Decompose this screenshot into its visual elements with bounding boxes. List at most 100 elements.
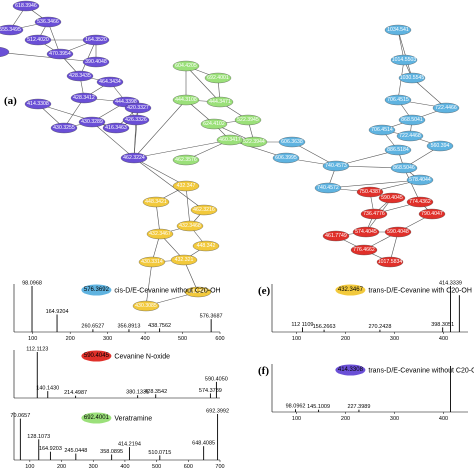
node-shape (138, 256, 166, 268)
spectrum-f: 100 200 300 400 98.0962 145.1009 227.3989 414.3… (258, 364, 474, 422)
peak-label: 145.1009 (307, 404, 330, 410)
network-node: 414.3308 (24, 98, 52, 110)
network-node: 1014.5503 (390, 54, 418, 66)
node-label: 740.4573 (325, 163, 347, 169)
node-shape (172, 154, 200, 166)
node-shape (378, 192, 406, 204)
node-label: 578.4044 (409, 177, 431, 183)
network-node: 536.3466 (34, 16, 62, 28)
node-label: 428.3412 (73, 95, 95, 101)
network-node: 444.3108 (172, 94, 200, 106)
spectrum-e: 100 200 300 400 112 1109 156.2663 270.2428 398.… (258, 281, 472, 343)
panel-label-a: (a) (4, 95, 17, 107)
node-shape (376, 256, 404, 268)
node-shape (426, 140, 454, 152)
node-label: 740.4572 (317, 185, 339, 191)
node-label: 462.3576 (175, 157, 197, 163)
peak-label: 428.3542 (144, 389, 167, 395)
node-shape (234, 114, 262, 126)
network-nodes: 555.3495 618.3946 536.3466 512.4020 470.3954… (0, 0, 460, 312)
node-label: 414.3308 (27, 101, 49, 107)
peak-label: 648.4085 (192, 441, 215, 447)
node-label: 555.3495 (0, 27, 21, 33)
node-label: 444.3108 (175, 97, 197, 103)
node-label: 706.4514 (371, 127, 393, 133)
network-node: 722.4468 (396, 130, 424, 142)
node-shape (24, 34, 52, 46)
x-tick-label: 200 (341, 416, 350, 422)
node-label: 464.3434 (99, 79, 121, 85)
network-node: 462.3216 (190, 204, 218, 216)
node-shape (70, 92, 98, 104)
network-edge (133, 157, 187, 187)
node-shape (350, 244, 378, 256)
network-node: 740.4573 (322, 160, 350, 172)
network-node: 390.4048 (82, 56, 110, 68)
network-node: 886.5184 (384, 144, 412, 156)
network-node: 432.347 (172, 180, 200, 192)
precursor-badge (335, 364, 366, 376)
network-edge (183, 259, 199, 293)
node-label: 868.5046 (393, 165, 415, 171)
peak-label: 414.2194 (118, 442, 141, 448)
peak-label: 227.3989 (347, 404, 370, 410)
network-node: 448.342 (192, 240, 220, 252)
network-node: 692.4001 (204, 72, 232, 84)
node-label: 536.3466 (37, 19, 59, 25)
node-shape (360, 208, 388, 220)
x-tick-label: 400 (439, 336, 448, 342)
network-edge (133, 139, 231, 159)
network-edge (185, 65, 221, 103)
network-node: 868.5041 (398, 114, 426, 126)
network-node: 590.4048 (384, 226, 412, 238)
peak-label: 245.0448 (64, 448, 87, 454)
network-node: 736.4776 (360, 208, 388, 220)
network-node: 420.3327 (124, 102, 152, 114)
network-edge (91, 121, 135, 159)
node-label: 624.4102 (203, 121, 225, 127)
network-node: 448.3421 (142, 196, 170, 208)
network-node: 774.4362 (406, 196, 434, 208)
x-tick-label: 400 (439, 416, 448, 422)
network-edge (327, 179, 421, 189)
node-shape (102, 122, 130, 134)
node-shape (12, 0, 40, 12)
precursor-badge-label: 432.3467 (338, 287, 364, 293)
network-node: 790.4047 (418, 208, 446, 220)
spectrum-title: trans-D/E-Cevanine with C20-OH (368, 288, 471, 295)
network-node: 426.3326 (122, 114, 150, 126)
network-node: 432.321 (170, 254, 198, 266)
node-shape (396, 130, 424, 142)
node-shape (204, 72, 232, 84)
node-shape (406, 196, 434, 208)
peak-label: 140.1430 (36, 386, 59, 392)
node-label: 604.4205 (175, 63, 197, 69)
peak-label: 270.2428 (368, 324, 391, 330)
node-shape (314, 182, 342, 194)
spectrum-title: cis-D/E-Cevanine without C20-OH (114, 288, 220, 295)
node-label: 460.3417 (219, 137, 241, 143)
node-label: 430.3255 (53, 125, 75, 131)
node-shape (132, 300, 160, 312)
node-shape (368, 124, 396, 136)
network-edge (0, 52, 97, 63)
peak-label: 98.0962 (286, 404, 306, 410)
node-shape (322, 230, 350, 242)
node-shape (0, 24, 24, 36)
network-node: 522.3944 (240, 136, 268, 148)
node-shape (78, 116, 106, 128)
node-shape (406, 174, 434, 186)
node-shape (418, 208, 446, 220)
network-edge (145, 261, 153, 307)
x-tick-label: 100 (292, 336, 301, 342)
network-node: 624.4102 (200, 118, 228, 130)
network-node: 560.394 (426, 140, 454, 152)
x-tick-label: 500 (152, 464, 161, 470)
node-label: 426.3326 (125, 117, 147, 123)
node-shape (384, 94, 412, 106)
network-node: 750.4387 (356, 186, 384, 198)
network-node: 512.4020 (24, 34, 52, 46)
peak-label: 510.0715 (148, 450, 171, 456)
network-node: 706.4515 (384, 94, 412, 106)
